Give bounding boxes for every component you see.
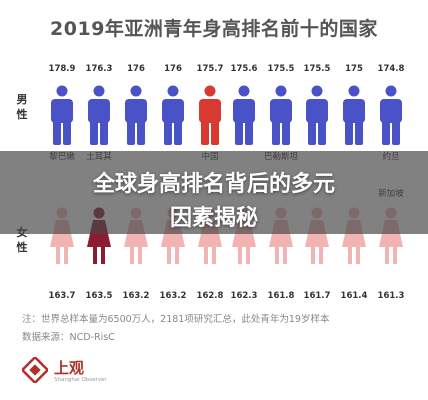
female-value-label: 162.8 (197, 291, 224, 301)
headline-line-1: 全球身高排名背后的多元 (92, 172, 335, 197)
male-value-label: 175 (345, 64, 363, 74)
data-source: 数据来源：NCD-RisC (22, 332, 115, 343)
male-figure (380, 85, 402, 145)
logo-subtitle: Shanghai Observer (54, 377, 107, 383)
male-figure (199, 85, 221, 145)
female-value-label: 163.5 (86, 291, 113, 301)
female-value-label: 163.2 (160, 291, 187, 301)
female-value-label: 162.3 (231, 291, 258, 301)
male-figure (162, 85, 184, 145)
female-value-label: 163.7 (49, 291, 76, 301)
logo-icon (22, 357, 48, 383)
male-figure (125, 85, 147, 145)
male-figure (306, 85, 328, 145)
female-value-label: 161.7 (304, 291, 331, 301)
male-value-label: 175.5 (268, 64, 295, 74)
male-value-label: 174.8 (378, 64, 405, 74)
male-figure (343, 85, 365, 145)
row-label-male: 性 (17, 107, 28, 121)
male-value-label: 175.5 (304, 64, 331, 74)
male-figure (51, 85, 73, 145)
footnote: 注：世界总样本量为6500万人，2181项研究汇总，此处青年为19岁样本 (22, 314, 330, 325)
headline-banner (0, 151, 428, 234)
male-figure (233, 85, 255, 145)
row-label-female: 性 (17, 240, 28, 254)
male-value-label: 176.3 (86, 64, 113, 74)
male-value-label: 178.9 (49, 64, 76, 74)
female-value-label: 161.8 (268, 291, 295, 301)
male-value-label: 175.6 (231, 64, 258, 74)
male-figure (88, 85, 110, 145)
headline-line-2: 因素揭秘 (169, 206, 258, 231)
brand-logo[interactable]: 上观 Shanghai Observer (22, 355, 142, 389)
female-value-label: 161.3 (378, 291, 405, 301)
male-value-label: 176 (164, 64, 182, 74)
logo-name: 上观 (54, 359, 85, 377)
male-value-label: 176 (127, 64, 145, 74)
female-value-label: 163.2 (123, 291, 150, 301)
male-value-label: 175.7 (197, 64, 224, 74)
row-label-male: 男 (17, 93, 28, 106)
female-value-label: 161.4 (341, 291, 368, 301)
male-figure (270, 85, 292, 145)
chart-title: 2019年亚洲青年身高排名前十的国家 (50, 18, 378, 40)
